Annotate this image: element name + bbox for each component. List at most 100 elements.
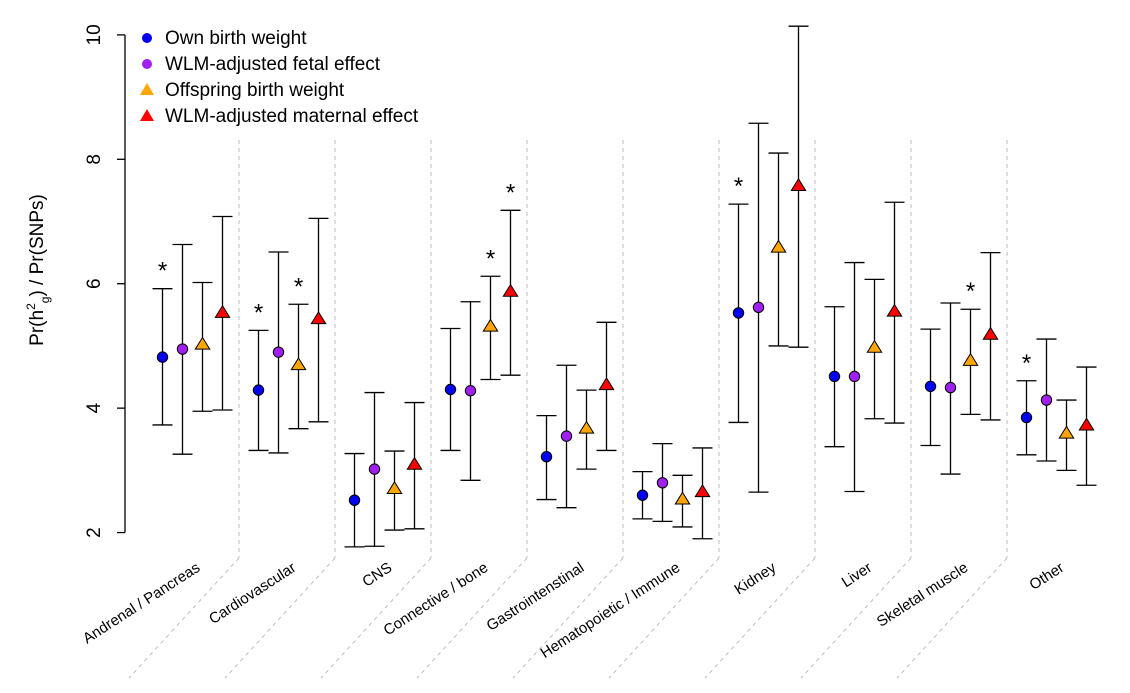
data-point-circle	[636, 489, 649, 501]
x-category-label: Andrenal / Pancreas	[80, 559, 203, 647]
data-point-triangle	[1078, 417, 1095, 431]
data-point-triangle	[962, 352, 979, 366]
data-point-circle	[540, 450, 553, 463]
legend-marker-triangle	[140, 83, 154, 95]
y-axis-label-sup: 2	[24, 303, 38, 310]
category-dividers	[128, 140, 1008, 679]
y-tick-label-2: 2	[84, 527, 105, 538]
x-category-label: Connective / bone	[381, 559, 492, 639]
data-point-triangle	[214, 304, 231, 318]
category-divider-diagonal	[896, 557, 1008, 679]
x-category-label: CNS	[359, 559, 395, 591]
data-point-circle	[560, 430, 573, 442]
y-axis: 2 4 6 8 10	[84, 24, 126, 538]
x-category-labels: Andrenal / Pancreas Cardiovascular CNSConn…	[80, 559, 1067, 662]
x-category-label: Kidney	[731, 559, 779, 599]
data-point-triangle	[866, 339, 883, 353]
data-point-triangle	[770, 239, 787, 253]
series-offspring-birth-weight: * * *	[192, 152, 1077, 531]
y-axis-label-tail: ) / Pr(SNPs)	[27, 194, 48, 296]
data-point-circle	[924, 380, 937, 393]
chart-marks: * * * * * * * *	[152, 25, 1097, 548]
data-point-circle	[828, 370, 841, 383]
data-point-triangle	[310, 311, 327, 325]
legend-item: Offspring birth weight	[140, 80, 345, 101]
data-point-circle	[656, 477, 669, 489]
significance-star: *	[734, 173, 743, 200]
y-axis-label-group: Pr(h2g) / Pr(SNPs)	[24, 194, 52, 346]
data-point-circle	[1040, 394, 1053, 406]
data-point-triangle	[482, 318, 499, 332]
category-divider-diagonal	[800, 557, 912, 679]
significance-star: *	[966, 278, 975, 305]
data-point-triangle	[194, 336, 211, 350]
data-point-circle	[272, 346, 285, 358]
data-point-circle	[444, 383, 457, 396]
data-point-triangle	[694, 483, 711, 498]
legend-label: Own birth weight	[165, 28, 307, 49]
data-point-triangle	[502, 283, 519, 297]
data-point-circle	[464, 385, 477, 397]
data-point-circle	[1020, 411, 1033, 424]
y-tick-label-4: 4	[84, 402, 105, 413]
data-point-triangle	[982, 326, 999, 340]
data-point-circle	[732, 307, 745, 319]
data-point-circle	[944, 381, 957, 394]
y-tick-label-6: 6	[84, 278, 105, 289]
legend-label: WLM-adjusted maternal effect	[165, 106, 419, 127]
data-point-circle	[752, 301, 765, 314]
x-category-label: Liver	[839, 559, 876, 591]
data-point-circle	[252, 384, 265, 396]
legend-marker-circle	[142, 33, 152, 43]
legend: Own birth weight WLM-adjusted fetal effec…	[140, 28, 419, 127]
series-wlm-adjusted-maternal-effect: *	[212, 25, 1097, 540]
significance-star: *	[486, 245, 495, 272]
data-point-circle	[156, 351, 169, 363]
category-divider-diagonal	[224, 557, 336, 679]
y-axis-label-sub: g	[38, 297, 52, 304]
category-divider-diagonal	[416, 557, 528, 679]
data-point-triangle	[290, 357, 307, 371]
significance-star: *	[1022, 350, 1031, 377]
data-point-triangle	[386, 480, 403, 494]
data-point-circle	[848, 370, 861, 383]
y-tick-label-8: 8	[84, 154, 105, 165]
series-own-birth-weight: * * * *	[152, 173, 1037, 548]
x-category-label: Gastrointenstinal	[484, 559, 588, 635]
x-category-label: Other	[1026, 559, 1067, 594]
legend-marker-circle	[142, 59, 152, 69]
category-divider-diagonal	[128, 557, 240, 679]
significance-star: *	[294, 273, 303, 300]
y-axis-label-main: Pr(h	[27, 310, 48, 346]
legend-marker-triangle	[140, 109, 154, 121]
data-point-triangle	[578, 420, 595, 434]
y-axis-label: Pr(h2g) / Pr(SNPs)	[24, 194, 52, 346]
data-point-circle	[348, 494, 361, 506]
data-point-triangle	[598, 376, 615, 391]
y-tick-label-10: 10	[84, 24, 105, 45]
data-point-triangle	[886, 303, 903, 317]
data-point-triangle	[1058, 425, 1075, 439]
legend-item: Own birth weight	[142, 28, 307, 49]
category-divider-diagonal	[320, 557, 432, 679]
category-divider-diagonal	[704, 557, 816, 679]
data-point-circle	[368, 463, 381, 475]
legend-item: WLM-adjusted maternal effect	[140, 106, 419, 127]
data-point-triangle	[674, 491, 691, 505]
legend-label: WLM-adjusted fetal effect	[165, 54, 381, 75]
x-category-label: Skeletal muscle	[874, 559, 971, 630]
legend-label: Offspring birth weight	[165, 80, 345, 101]
x-category-label: Cardiovascular	[206, 559, 299, 628]
category-divider-diagonal	[512, 557, 624, 679]
category-divider-diagonal	[608, 557, 720, 679]
significance-star: *	[158, 258, 167, 285]
significance-star: *	[506, 179, 515, 206]
legend-item: WLM-adjusted fetal effect	[142, 54, 381, 75]
series-wlm-adjusted-fetal-effect	[172, 122, 1057, 547]
data-point-triangle	[406, 456, 423, 470]
data-point-triangle	[790, 177, 807, 192]
significance-star: *	[254, 299, 263, 326]
data-point-circle	[176, 343, 189, 355]
